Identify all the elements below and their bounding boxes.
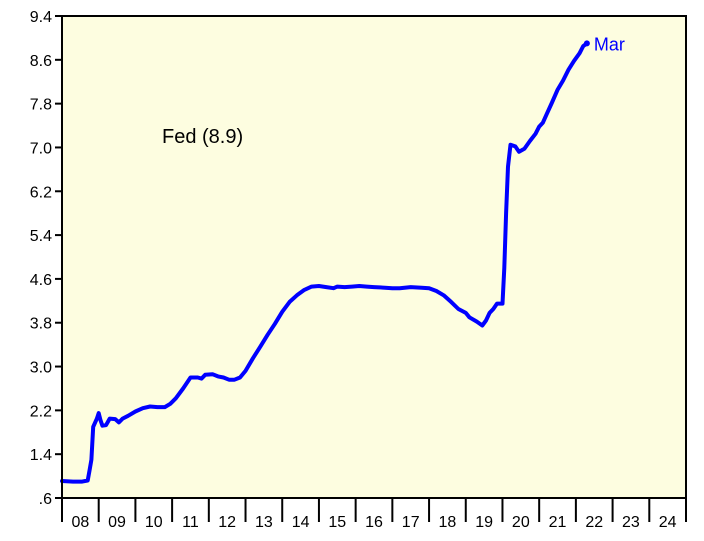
series-line (60, 41, 589, 484)
chart-annotation: Fed (8.9) (162, 126, 243, 148)
x-tick-label: 11 (182, 514, 199, 531)
y-tick-label: 1.4 (30, 447, 52, 464)
plot-area (62, 16, 686, 498)
y-axis: 9.4 8.6 7.8 7.0 6.2 5.4 4.6 3.8 3.0 2.2 1.4 .6 (30, 9, 62, 508)
series-end-label: Mar (594, 34, 625, 54)
y-tick-label: 3.8 (30, 316, 52, 333)
x-tick-label: 18 (439, 514, 457, 531)
x-tick-label: 17 (402, 514, 420, 531)
x-axis: 08 09 10 11 12 13 14 15 16 17 18 19 20 21 22 23 24 (61, 498, 687, 531)
x-tick-label: 14 (292, 514, 310, 531)
y-tick-label: 7.0 (30, 140, 52, 157)
y-tick-label: 8.6 (30, 53, 52, 70)
x-tick-label: 19 (475, 514, 493, 531)
x-tick-label: 09 (108, 514, 126, 531)
x-tick-label: 15 (328, 514, 346, 531)
x-tick-label: 24 (659, 514, 677, 531)
y-tick-label: 9.4 (30, 9, 52, 26)
y-tick-label: .6 (39, 491, 52, 508)
x-tick-label: 16 (365, 514, 383, 531)
y-tick-label: 2.2 (30, 403, 52, 420)
y-tick-label: 6.2 (30, 184, 52, 201)
x-tick-label: 20 (512, 514, 530, 531)
plot-border (61, 15, 687, 499)
y-tick-label: 4.6 (30, 272, 52, 289)
x-tick-label: 23 (622, 514, 640, 531)
x-tick-label: 08 (71, 514, 89, 531)
x-tick-label: 22 (585, 514, 603, 531)
y-tick-label: 5.4 (30, 228, 52, 245)
series-end-marker (583, 40, 590, 47)
y-tick-label: 3.0 (30, 360, 52, 377)
x-tick-label: 21 (549, 514, 567, 531)
x-tick-label: 13 (255, 514, 273, 531)
y-tick-label: 7.8 (30, 97, 52, 114)
x-tick-label: 10 (145, 514, 163, 531)
x-tick-label: 12 (218, 514, 236, 531)
